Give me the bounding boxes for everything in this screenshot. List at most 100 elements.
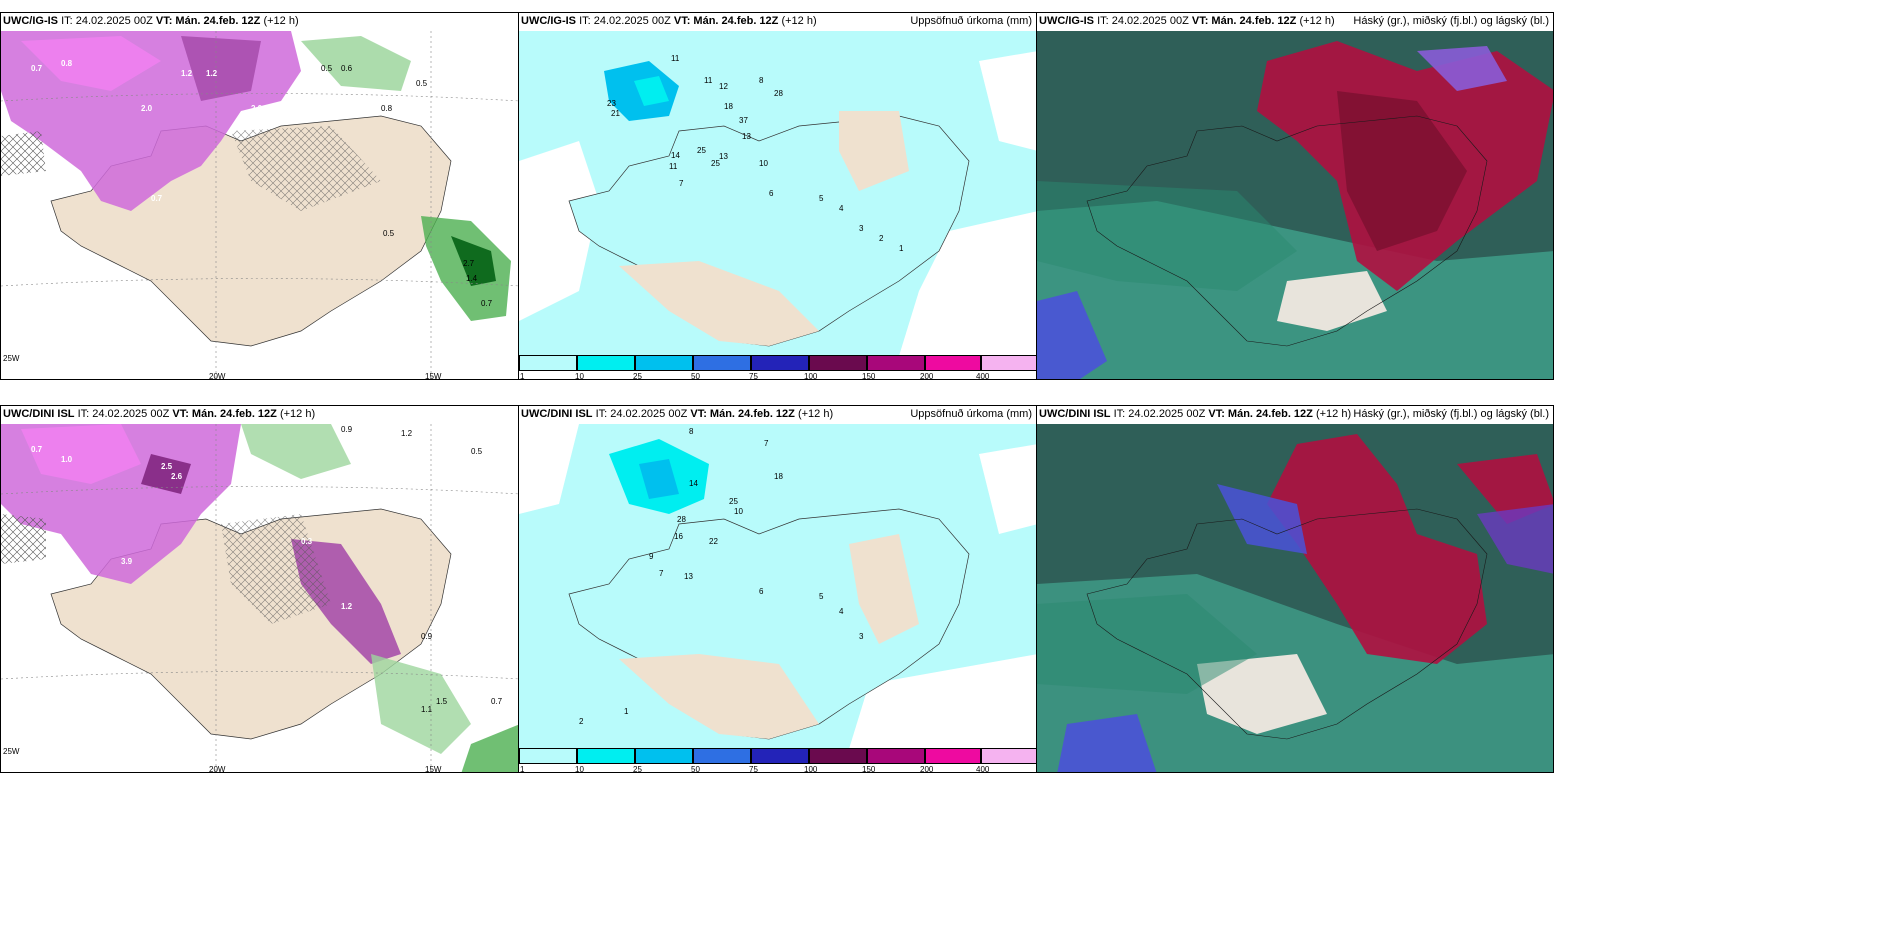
svg-text:2.0: 2.0 [141,104,153,113]
svg-text:6: 6 [769,189,774,198]
map-canvas: 20W 15W 25W 0.7 1.0 2.52.6 3.9 0.3 1.2 0.9 1.… [1,424,518,773]
svg-text:22: 22 [709,537,718,546]
cbar-tick: 10 [575,372,584,380]
svg-text:0.7: 0.7 [31,445,43,454]
lon-label-15w: 15W [425,765,442,773]
svg-text:8: 8 [689,427,694,436]
cbar-tick: 25 [633,372,642,380]
svg-text:1.2: 1.2 [206,69,218,78]
panel-subtitle: Háský (gr.), miðský (fj.bl.) og lágský (… [1353,15,1549,27]
cloud-green [301,36,411,91]
cbar-tick: 1 [520,765,525,773]
svg-text:37: 37 [739,116,748,125]
svg-text:0.9: 0.9 [341,425,353,434]
cbar-seg-2 [635,355,693,371]
svg-text:21: 21 [611,109,620,118]
svg-text:1: 1 [899,244,904,253]
svg-text:0.5: 0.5 [416,79,428,88]
svg-text:4: 4 [839,607,844,616]
svg-text:18: 18 [724,102,733,111]
svg-text:18: 18 [774,472,783,481]
panel-subtitle: Háský (gr.), miðský (fj.bl.) og lágský (… [1353,408,1549,420]
map-canvas [1037,31,1553,379]
cbar-tick: 25 [633,765,642,773]
cbar-seg-8 [981,355,1036,371]
cbar-seg-6 [867,355,925,371]
svg-text:0.7: 0.7 [491,697,503,706]
svg-text:13: 13 [719,152,728,161]
svg-text:3: 3 [859,224,864,233]
cbar-seg-5 [809,355,867,371]
svg-text:0.8: 0.8 [381,104,393,113]
panel-title: UWC/IG-IS IT: 24.02.2025 00Z VT: Mán. 24… [1039,15,1335,27]
lat-label-25w: 25W [3,354,20,363]
svg-text:0.7: 0.7 [151,194,163,203]
svg-text:13: 13 [684,572,693,581]
svg-text:10: 10 [734,507,743,516]
cbar-tick: 50 [691,765,700,773]
svg-text:3: 3 [859,632,864,641]
svg-text:11: 11 [669,162,678,171]
panel-title: UWC/DINI ISL IT: 24.02.2025 00Z VT: Mán.… [1039,408,1352,420]
svg-text:1.1: 1.1 [421,705,433,714]
cbar-tick: 150 [862,765,876,773]
svg-text:0.7: 0.7 [481,299,493,308]
panel-dini-clouds: UWC/DINI ISL IT: 24.02.2025 00Z VT: Mán.… [1036,405,1554,773]
svg-text:2: 2 [579,717,584,726]
svg-text:0.9: 0.9 [421,632,433,641]
svg-text:1.4: 1.4 [466,274,478,283]
svg-text:4: 4 [839,204,844,213]
svg-text:23: 23 [607,99,616,108]
cbar-tick: 200 [920,372,934,380]
svg-text:7: 7 [764,439,769,448]
cbar-tick: 75 [749,765,758,773]
svg-text:2.7: 2.7 [463,259,475,268]
cbar-tick: 75 [749,372,758,380]
svg-text:1.5: 1.5 [436,697,448,706]
svg-text:1.2: 1.2 [341,602,353,611]
cbar-tick: 400 [976,372,990,380]
panel-title: UWC/DINI ISL IT: 24.02.2025 00Z VT: Mán.… [3,408,316,420]
map-canvas [1037,424,1553,772]
cbar-tick: 200 [920,765,934,773]
svg-text:9: 9 [649,552,654,561]
svg-text:11: 11 [704,76,713,85]
svg-text:5: 5 [819,194,824,203]
panel-igis-clouds: UWC/IG-IS IT: 24.02.2025 00Z VT: Mán. 24… [1036,12,1554,380]
svg-text:10: 10 [759,159,768,168]
svg-text:0.5: 0.5 [321,64,333,73]
panel-title: UWC/IG-IS IT: 24.02.2025 00Z VT: Mán. 24… [521,15,817,27]
svg-text:25: 25 [711,159,720,168]
cbar-seg-4 [751,355,809,371]
svg-text:28: 28 [677,515,686,524]
cbar-tick: 100 [804,372,818,380]
svg-text:1.0: 1.0 [61,455,73,464]
svg-text:1: 1 [624,707,629,716]
lon-label-20w: 20W [209,372,226,380]
svg-text:2.0: 2.0 [251,104,263,113]
svg-text:11: 11 [671,54,680,63]
precip-colorbar: 1 10 25 50 75 100 150 200 400 [519,355,1036,380]
svg-text:0.6: 0.6 [341,64,353,73]
cbar-seg-0 [519,748,577,764]
svg-text:0.7: 0.7 [31,64,43,73]
svg-text:13: 13 [742,132,751,141]
svg-text:2.5: 2.5 [161,462,173,471]
svg-text:25: 25 [729,497,738,506]
svg-text:2.6: 2.6 [171,472,183,481]
cbar-seg-7 [925,355,981,371]
panel-igis-wind-cloud: UWC/IG-IS IT: 24.02.2025 00Z VT: Mán. 24… [0,12,519,380]
svg-text:6: 6 [759,587,764,596]
panel-subtitle: Uppsöfnuð úrkoma (mm) [910,15,1032,27]
svg-text:14: 14 [671,151,680,160]
cbar-seg-5 [809,748,867,764]
lon-label-15w: 15W [425,372,442,380]
cbar-seg-2 [635,748,693,764]
svg-text:2: 2 [879,234,884,243]
panel-igis-precip: UWC/IG-IS IT: 24.02.2025 00Z VT: Mán. 24… [518,12,1037,380]
svg-text:28: 28 [774,89,783,98]
svg-text:3.9: 3.9 [121,557,133,566]
map-canvas: 20W 15W 25W 0.7 0.8 1.2 1.2 2.0 2.0 0.7 0.5 0.… [1,31,518,380]
cbar-seg-4 [751,748,809,764]
